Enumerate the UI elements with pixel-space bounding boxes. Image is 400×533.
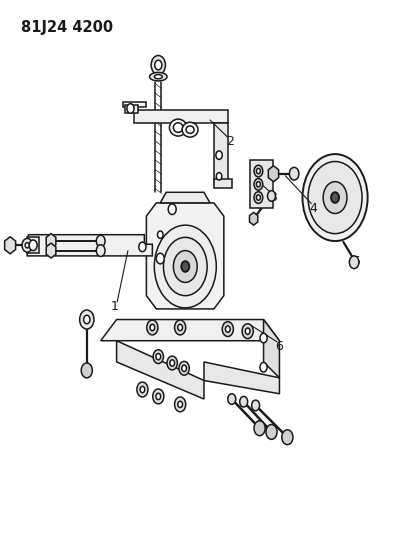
Circle shape bbox=[156, 253, 164, 264]
Circle shape bbox=[254, 179, 263, 190]
Circle shape bbox=[153, 389, 164, 404]
Circle shape bbox=[256, 182, 260, 187]
Circle shape bbox=[139, 242, 146, 252]
Circle shape bbox=[127, 104, 134, 114]
Circle shape bbox=[349, 256, 359, 269]
Circle shape bbox=[254, 165, 263, 177]
Circle shape bbox=[254, 192, 263, 204]
Circle shape bbox=[151, 55, 166, 75]
Text: 3: 3 bbox=[270, 191, 278, 204]
Text: 4: 4 bbox=[309, 201, 317, 215]
Ellipse shape bbox=[170, 119, 187, 136]
Circle shape bbox=[150, 324, 155, 330]
Circle shape bbox=[29, 240, 37, 251]
Polygon shape bbox=[134, 110, 228, 123]
Circle shape bbox=[228, 394, 236, 405]
Circle shape bbox=[252, 400, 260, 411]
Circle shape bbox=[140, 386, 145, 393]
Ellipse shape bbox=[173, 123, 183, 132]
Circle shape bbox=[164, 237, 207, 296]
Polygon shape bbox=[250, 160, 274, 208]
Circle shape bbox=[268, 191, 276, 201]
Circle shape bbox=[260, 362, 267, 372]
Circle shape bbox=[96, 235, 105, 247]
Circle shape bbox=[84, 316, 90, 324]
Circle shape bbox=[174, 320, 186, 335]
Polygon shape bbox=[27, 235, 152, 256]
Text: 5: 5 bbox=[353, 255, 361, 268]
Polygon shape bbox=[27, 237, 39, 253]
Polygon shape bbox=[214, 179, 232, 188]
Circle shape bbox=[256, 168, 260, 174]
Polygon shape bbox=[116, 341, 204, 399]
Text: 1: 1 bbox=[111, 300, 118, 313]
Circle shape bbox=[254, 421, 265, 435]
Circle shape bbox=[96, 245, 105, 256]
Circle shape bbox=[170, 360, 174, 366]
Polygon shape bbox=[146, 203, 224, 309]
Polygon shape bbox=[204, 362, 280, 394]
Polygon shape bbox=[46, 243, 56, 258]
Polygon shape bbox=[101, 319, 280, 341]
Polygon shape bbox=[214, 123, 228, 182]
Polygon shape bbox=[264, 319, 280, 378]
Circle shape bbox=[182, 365, 186, 372]
Circle shape bbox=[240, 397, 248, 407]
Circle shape bbox=[81, 363, 92, 378]
Ellipse shape bbox=[186, 126, 194, 133]
Circle shape bbox=[222, 321, 233, 336]
Circle shape bbox=[260, 333, 267, 343]
Circle shape bbox=[289, 167, 299, 180]
Ellipse shape bbox=[154, 75, 162, 79]
Circle shape bbox=[256, 195, 260, 200]
Circle shape bbox=[155, 60, 162, 70]
Circle shape bbox=[154, 225, 216, 308]
Circle shape bbox=[153, 350, 164, 364]
Text: 6: 6 bbox=[276, 340, 283, 352]
Circle shape bbox=[22, 238, 32, 252]
Text: 81J24 4200: 81J24 4200 bbox=[21, 20, 113, 35]
Circle shape bbox=[323, 182, 347, 214]
Circle shape bbox=[302, 154, 368, 241]
Circle shape bbox=[308, 161, 362, 233]
Circle shape bbox=[266, 424, 277, 439]
Circle shape bbox=[245, 328, 250, 334]
Circle shape bbox=[181, 261, 189, 272]
Polygon shape bbox=[46, 233, 56, 248]
Circle shape bbox=[156, 393, 161, 400]
Circle shape bbox=[147, 320, 158, 335]
Circle shape bbox=[216, 151, 222, 159]
Ellipse shape bbox=[182, 122, 198, 137]
Circle shape bbox=[173, 251, 197, 282]
Polygon shape bbox=[268, 166, 279, 182]
Circle shape bbox=[80, 310, 94, 329]
Polygon shape bbox=[124, 105, 138, 113]
Circle shape bbox=[216, 173, 222, 180]
Circle shape bbox=[174, 397, 186, 412]
Polygon shape bbox=[5, 237, 16, 254]
Circle shape bbox=[156, 353, 161, 360]
Circle shape bbox=[282, 430, 293, 445]
Circle shape bbox=[331, 192, 339, 203]
Polygon shape bbox=[160, 192, 210, 203]
Circle shape bbox=[25, 243, 29, 248]
Circle shape bbox=[226, 326, 230, 332]
Circle shape bbox=[168, 204, 176, 215]
Polygon shape bbox=[122, 102, 146, 108]
Ellipse shape bbox=[150, 72, 167, 81]
Circle shape bbox=[242, 324, 253, 338]
Circle shape bbox=[167, 356, 177, 370]
Circle shape bbox=[178, 324, 182, 330]
Circle shape bbox=[178, 401, 182, 408]
Circle shape bbox=[158, 231, 163, 238]
Circle shape bbox=[179, 361, 189, 375]
Polygon shape bbox=[250, 213, 258, 225]
Circle shape bbox=[137, 382, 148, 397]
Text: 2: 2 bbox=[226, 135, 234, 148]
